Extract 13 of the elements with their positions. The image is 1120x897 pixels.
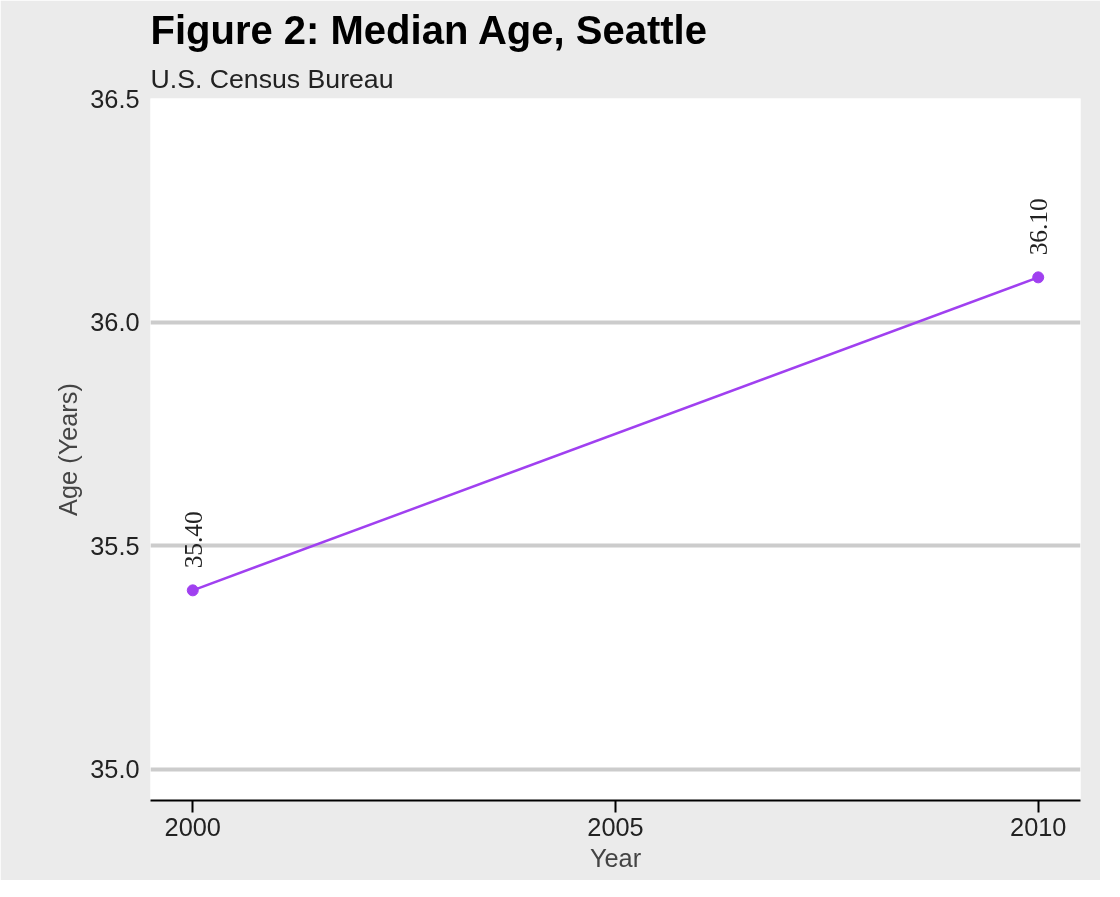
- data-label: 35.40: [178, 511, 207, 569]
- x-axis-title: Year: [589, 843, 642, 872]
- chart-subtitle: U.S. Census Bureau: [150, 63, 394, 94]
- y-tick-label: 36.0: [90, 308, 140, 337]
- chart-title: Figure 2: Median Age, Seattle: [150, 7, 707, 52]
- y-tick-label: 35.5: [90, 531, 140, 560]
- data-label: 36.10: [1024, 198, 1053, 256]
- x-tick-label: 2000: [164, 812, 221, 841]
- y-axis-title: Age (Years): [54, 383, 83, 516]
- y-tick-label: 35.0: [90, 755, 140, 784]
- y-tick-label: 36.5: [90, 84, 140, 113]
- x-tick-label: 2010: [1010, 812, 1067, 841]
- x-tick-label: 2005: [587, 812, 644, 841]
